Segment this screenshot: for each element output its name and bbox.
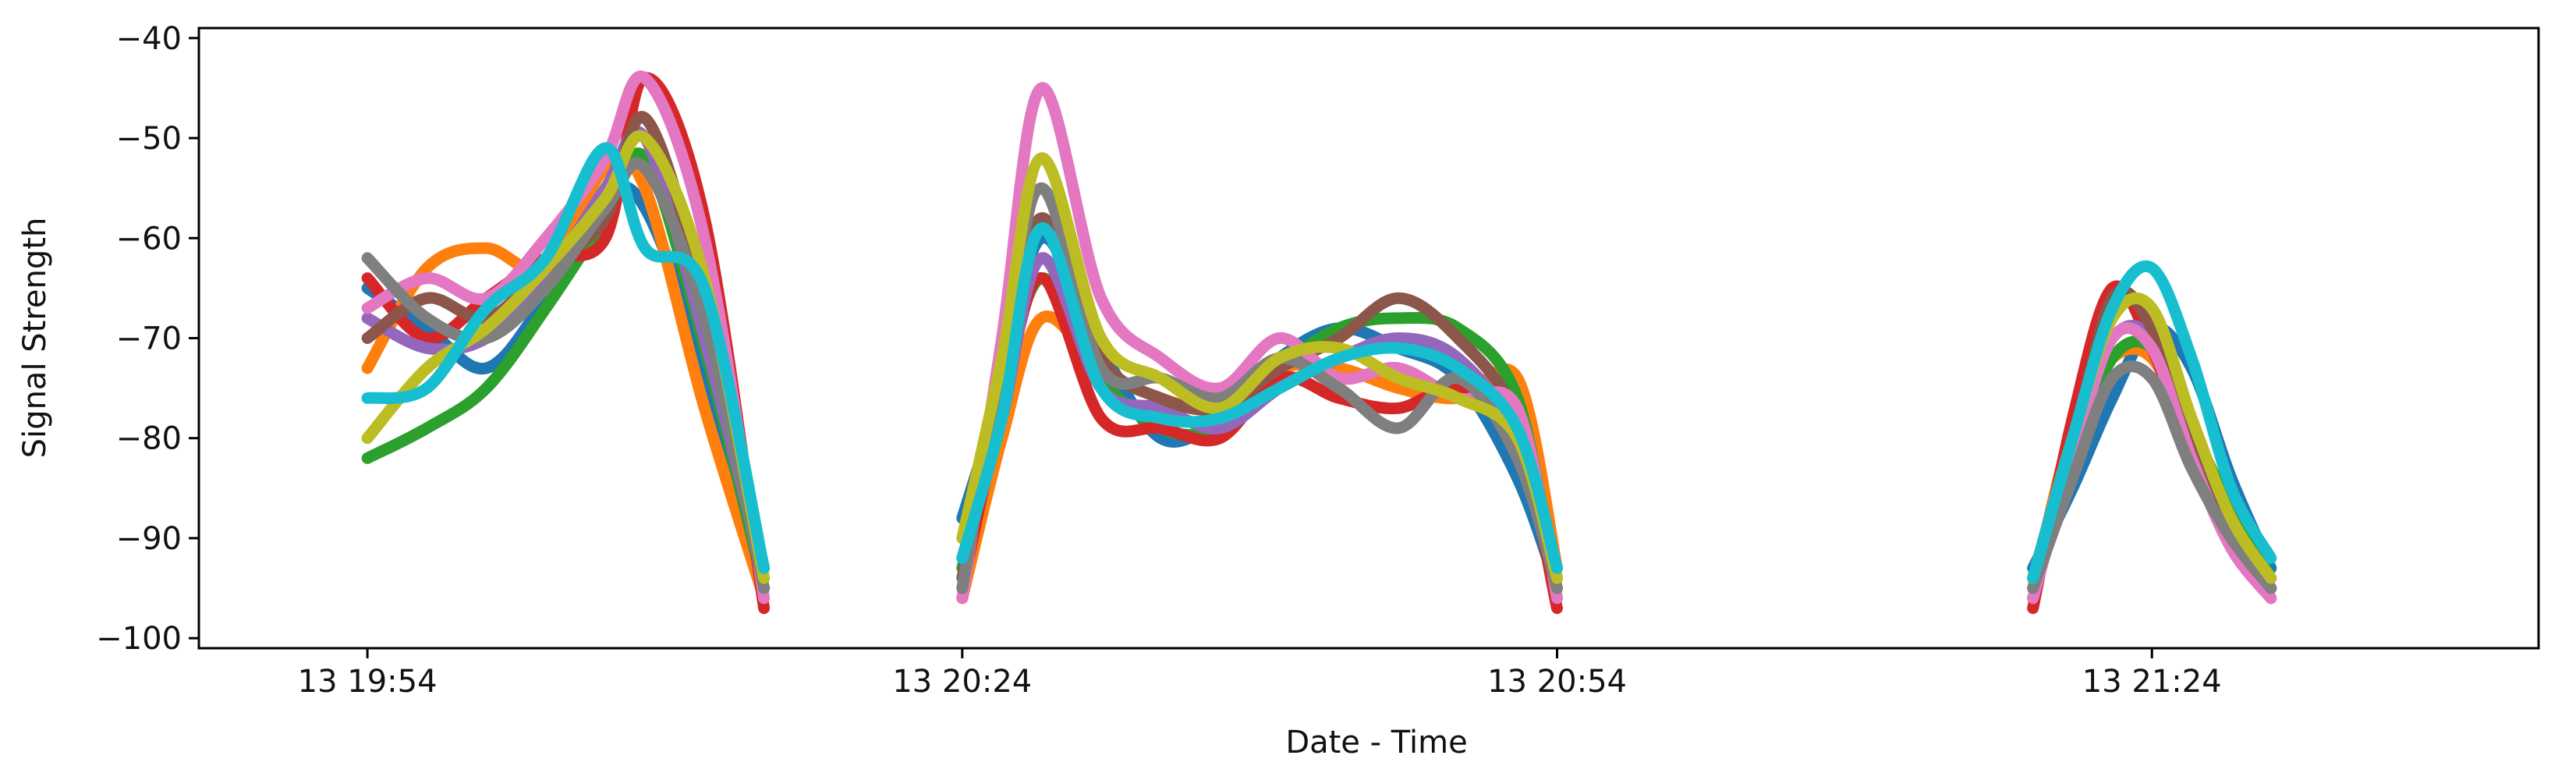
- series-8-segment-1: [361, 158, 771, 594]
- y-tick-label: −60: [116, 221, 182, 257]
- series-layer: [361, 70, 2277, 615]
- series-10-segment-2: [956, 222, 1563, 574]
- series-5-segment-2: [956, 252, 1563, 594]
- y-axis-label: Signal Strength: [17, 218, 53, 459]
- y-tick-label: −90: [116, 521, 182, 557]
- series-9-segment-2: [956, 152, 1563, 584]
- series-8-segment-3: [2027, 360, 2277, 594]
- x-tick-label: 13 20:54: [1487, 664, 1627, 700]
- x-tick-label: 13 21:24: [2082, 664, 2222, 700]
- y-tick-label: −80: [116, 421, 182, 457]
- x-tick-label: 13 20:24: [892, 664, 1032, 700]
- x-axis-label: Date - Time: [1285, 725, 1467, 761]
- y-tick-label: −70: [116, 321, 182, 357]
- series-10-segment-1: [361, 142, 771, 574]
- y-tick-label: −50: [116, 121, 182, 157]
- x-tick-label: 13 19:54: [298, 664, 438, 700]
- y-tick-label: −40: [116, 21, 182, 57]
- series-3-segment-2: [956, 272, 1563, 605]
- y-tick-label: −100: [96, 621, 182, 657]
- series-4-segment-2: [956, 272, 1563, 615]
- series-10-segment-3: [2027, 260, 2277, 584]
- y-axis: −40 −50 −60 −70 −80 −90 −100: [96, 21, 199, 657]
